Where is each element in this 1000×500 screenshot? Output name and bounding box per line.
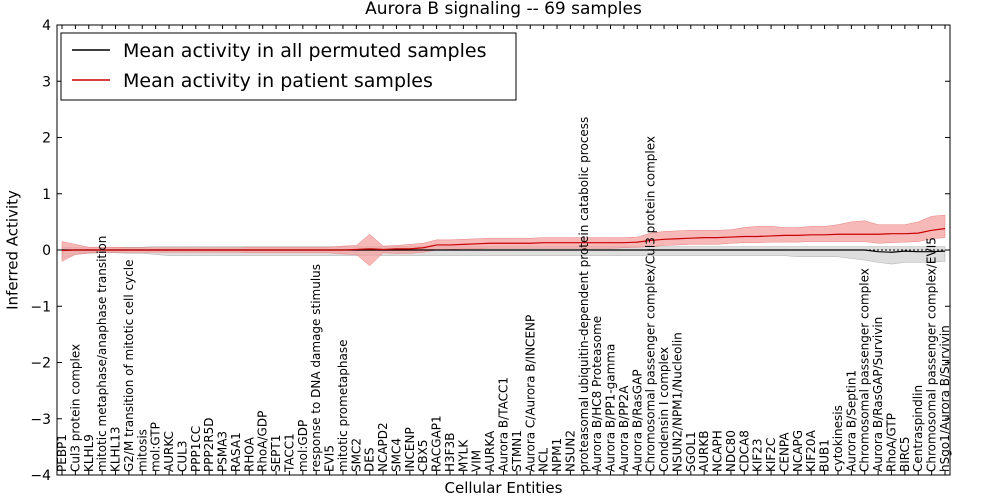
x-category-label: MYLK: [456, 439, 470, 472]
legend-label-permuted: Mean activity in all permuted samples: [123, 40, 486, 62]
x-category-label: Aurora B/PP1-gamma: [604, 344, 618, 472]
x-category-label: Aurora C/Aurora B/INCENP: [523, 315, 537, 472]
chart-title: Aurora B signaling -- 69 samples: [365, 0, 642, 19]
x-category-label: Centraspindlin: [911, 385, 925, 472]
y-axis-ticks: −4 −3 −2 −1 0 1 2 3 4: [30, 18, 950, 484]
x-category-label: PPP1CC: [189, 426, 203, 472]
x-category-label: NSUN2: [563, 430, 577, 472]
y-tick-label: 3: [42, 74, 51, 90]
x-axis-label: Cellular Entities: [445, 479, 563, 497]
x-category-label: AURKA: [483, 430, 497, 472]
x-category-label: Aurora B/HC8 Proteasome: [590, 316, 604, 472]
x-category-label: CDCA8: [737, 430, 751, 472]
x-category-label: KIF2C: [764, 438, 778, 472]
y-tick-label: −4: [30, 468, 51, 484]
x-category-label: SGOL1: [684, 431, 698, 472]
x-category-label: NCL: [537, 448, 551, 472]
x-category-label: TACC1: [282, 433, 296, 473]
x-category-label: AURKB: [697, 431, 711, 472]
x-category-label: DES: [363, 448, 377, 472]
x-category-label: BUB1: [818, 439, 832, 472]
category-labels: PEBP1 Cul3 protein complex KLHL9 mitotic me…: [55, 25, 952, 475]
x-category-label: CENPA: [777, 432, 791, 472]
x-category-label: mitotic prometaphase: [336, 340, 350, 473]
y-tick-label: −3: [30, 412, 51, 428]
patient-band: [61, 214, 946, 267]
x-category-label: Aurora B/RasGAP: [630, 369, 644, 472]
x-category-label: CBX5: [416, 440, 430, 472]
x-category-label: STMN1: [510, 430, 524, 472]
x-category-label: KLHL13: [109, 426, 123, 472]
x-category-label: BIRC5: [898, 436, 912, 472]
x-category-label: Chromosomal passenger complex/Cul3 prote…: [644, 136, 658, 472]
x-category-label: RASA1: [229, 432, 243, 472]
x-category-label: KIF20A: [804, 429, 818, 472]
y-tick-label: 0: [42, 243, 51, 259]
legend: Mean activity in all permuted samples Me…: [60, 32, 517, 101]
x-category-label: RACGAP1: [430, 415, 444, 472]
y-tick-label: 1: [42, 187, 51, 203]
y-axis-label: Inferred Activity: [3, 190, 21, 310]
x-category-label: SMC4: [389, 438, 403, 472]
y-tick-label: −1: [30, 299, 51, 315]
y-tick-label: −2: [30, 356, 51, 372]
x-category-label: CUL3: [175, 441, 189, 472]
x-category-label: Aurora B/Septin1: [844, 370, 858, 472]
x-category-label: mol:GTP: [149, 422, 163, 472]
x-category-label: RhoA/GTP: [884, 413, 898, 472]
x-category-label: KLHL9: [82, 434, 96, 472]
x-category-label: Chromosomal passenger complex: [858, 268, 872, 472]
x-category-label: KIF23: [751, 438, 765, 472]
x-category-label: NDC80: [724, 430, 738, 472]
x-category-label: PEBP1: [55, 434, 69, 472]
x-category-label: Cul3 protein complex: [68, 344, 82, 472]
y-tick-label: 4: [42, 18, 51, 34]
legend-label-patient: Mean activity in patient samples: [123, 70, 433, 92]
x-category-label: Chromosomal passenger complex/EVI5: [925, 237, 939, 472]
x-category-label: AURKC: [162, 431, 176, 472]
x-category-label: INCENP: [403, 427, 417, 472]
x-category-label: H3F3B: [443, 433, 457, 472]
x-category-label: NCAPH: [711, 430, 725, 472]
patient-mean-line: [61, 228, 946, 252]
x-category-label: Aurora B/RasGAP/Survivin: [871, 317, 885, 472]
x-category-label: NSUN2/NPM1/Nucleolin: [670, 332, 684, 472]
x-category-label: cytokinesis: [831, 405, 845, 472]
x-category-label: mitotic metaphase/anaphase transition: [95, 236, 109, 472]
x-category-label: proteasomal ubiquitin-dependent protein …: [577, 117, 591, 472]
x-category-label: PPP2R5D: [202, 417, 216, 472]
x-category-label: mol:GDP: [296, 420, 310, 472]
x-category-label: EVI5: [323, 445, 337, 472]
x-category-label: Aurora B/PP2A: [617, 385, 631, 472]
x-category-label: VIM: [470, 450, 484, 472]
x-category-label: SEPT1: [269, 435, 283, 472]
confidence-bands: [61, 214, 946, 267]
y-tick-label: 2: [42, 131, 51, 147]
x-category-label: NPM1: [550, 438, 564, 472]
x-category-label: RhoA/GDP: [256, 411, 270, 472]
x-category-label: Aurora B/TACC1: [497, 377, 511, 472]
legend-box: [60, 32, 517, 101]
x-category-label: NCAPD2: [376, 422, 390, 472]
x-category-label: RHOA: [242, 436, 256, 472]
x-category-label: SMC2: [349, 438, 363, 472]
x-category-label: mitosis: [135, 429, 149, 472]
x-category-label: hSgo1/Aurora B/Survivin: [938, 325, 952, 472]
x-category-label: NCAPG: [791, 430, 805, 472]
x-category-label: response to DNA damage stimulus: [309, 264, 323, 472]
x-category-label: PSMA3: [216, 431, 230, 472]
x-category-label: Condensin I complex: [657, 347, 671, 472]
series-lines: [61, 228, 946, 253]
x-category-label: G2/M transition of mitotic cell cycle: [122, 259, 136, 472]
